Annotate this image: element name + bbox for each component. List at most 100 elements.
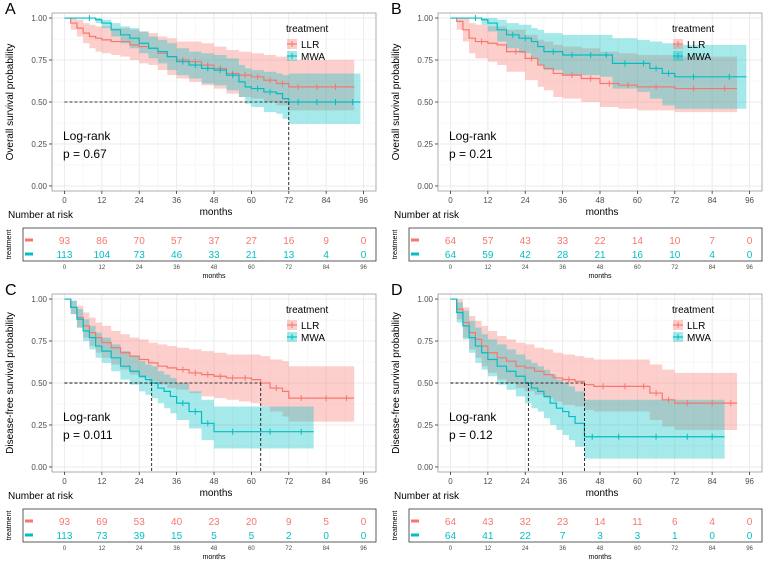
survival-curve-mwa xyxy=(64,298,314,433)
risk-table-title: Number at risk xyxy=(394,210,460,221)
survival-curve-llr xyxy=(450,17,738,90)
y-tick-label: 1.00 xyxy=(31,295,47,304)
x-tick-label: 0 xyxy=(448,196,453,205)
risk-table-box xyxy=(408,508,763,543)
risk-count: 21 xyxy=(594,250,606,261)
y-tick-label: 0.50 xyxy=(31,98,47,107)
risk-count: 0 xyxy=(747,250,753,261)
risk-table-title: Number at risk xyxy=(8,210,74,221)
risk-count: 11 xyxy=(632,517,643,528)
risk-count: 64 xyxy=(445,531,457,542)
risk-count: 15 xyxy=(171,531,183,542)
logrank-label: Log-rank xyxy=(449,129,497,143)
legend-label: LLR xyxy=(301,40,319,51)
risk-tick-label: 24 xyxy=(136,546,143,552)
risk-count: 0 xyxy=(361,517,367,528)
risk-count: 5 xyxy=(249,531,255,542)
p-value-label: p = 0.21 xyxy=(449,147,493,161)
y-axis-title: Disease-free survival probability xyxy=(5,312,16,454)
risk-tick-label: 0 xyxy=(449,546,453,552)
x-tick-label: 60 xyxy=(247,196,256,205)
risk-count: 22 xyxy=(594,236,606,247)
x-tick-label: 24 xyxy=(135,477,144,486)
risk-count: 46 xyxy=(171,250,183,261)
risk-tick-label: 72 xyxy=(671,546,678,552)
risk-tick-label: 96 xyxy=(746,265,753,271)
risk-count: 0 xyxy=(747,531,753,542)
risk-tick-label: 60 xyxy=(248,546,255,552)
legend-title: treatment xyxy=(286,305,328,316)
y-tick-label: 0.75 xyxy=(417,337,433,346)
risk-count: 28 xyxy=(557,250,569,261)
risk-tick-label: 96 xyxy=(360,546,367,552)
risk-count: 93 xyxy=(59,517,71,528)
y-tick-label: 0.25 xyxy=(417,140,433,149)
risk-tick-label: 48 xyxy=(597,546,604,552)
risk-tick-label: 0 xyxy=(63,265,67,271)
y-tick-label: 0.75 xyxy=(31,56,47,65)
risk-count: 43 xyxy=(520,236,532,247)
y-tick-label: 0.25 xyxy=(31,421,47,430)
risk-count: 64 xyxy=(445,517,457,528)
risk-count: 10 xyxy=(669,236,681,247)
y-tick-label: 1.00 xyxy=(31,14,47,23)
y-tick-label: 0.50 xyxy=(417,98,433,107)
risk-tick-label: 12 xyxy=(99,546,106,552)
risk-tick-label: 0 xyxy=(449,265,453,271)
risk-tick-label: 72 xyxy=(285,546,292,552)
y-tick-label: 0.00 xyxy=(417,463,433,472)
x-tick-label: 48 xyxy=(596,196,605,205)
risk-table: Number at risk treatment 64 57 43 33 22 14 10 7 0 6… xyxy=(392,210,763,280)
risk-count: 37 xyxy=(208,236,220,247)
risk-table-box xyxy=(408,227,763,262)
risk-count: 3 xyxy=(597,531,603,542)
p-value-label: p = 0.67 xyxy=(63,147,107,161)
risk-tick-label: 36 xyxy=(559,265,566,271)
p-value-label: p = 0.12 xyxy=(449,428,493,442)
risk-count: 10 xyxy=(669,250,681,261)
risk-count: 2 xyxy=(286,531,292,542)
risk-tick-label: 60 xyxy=(634,546,641,552)
x-axis-title: months xyxy=(200,207,233,218)
risk-tick-label: 48 xyxy=(211,265,218,271)
risk-tick-label: 84 xyxy=(709,546,716,552)
risk-tick-label: 0 xyxy=(63,546,67,552)
legend-label: LLR xyxy=(301,321,319,332)
risk-count: 73 xyxy=(96,531,108,542)
risk-count: 13 xyxy=(283,250,295,261)
risk-table-ylabel: treatment xyxy=(392,511,399,541)
y-tick-label: 0.25 xyxy=(31,140,47,149)
risk-tick-label: 96 xyxy=(746,546,753,552)
ci-band-llr xyxy=(64,299,355,422)
ci-band-mwa xyxy=(450,18,747,109)
risk-count: 0 xyxy=(361,250,367,261)
y-tick-label: 0.75 xyxy=(417,56,433,65)
ci-band-llr xyxy=(450,299,738,431)
p-value-label: p = 0.011 xyxy=(63,428,113,442)
risk-tick-label: 12 xyxy=(485,265,492,271)
y-tick-label: 0.75 xyxy=(31,337,47,346)
logrank-label: Log-rank xyxy=(63,410,111,424)
risk-count: 43 xyxy=(482,517,494,528)
y-axis-title: Disease-free survival probability xyxy=(391,312,402,454)
risk-table-xlabel: months xyxy=(203,273,226,280)
legend-title: treatment xyxy=(672,24,714,35)
y-tick-label: 0.00 xyxy=(31,182,47,191)
risk-table-xlabel: months xyxy=(203,554,226,561)
risk-count: 64 xyxy=(445,250,457,261)
risk-tick-label: 12 xyxy=(485,546,492,552)
x-tick-label: 84 xyxy=(322,477,331,486)
risk-table-title: Number at risk xyxy=(8,491,74,502)
x-tick-label: 36 xyxy=(558,196,567,205)
panel-label: B xyxy=(391,1,402,18)
risk-count: 23 xyxy=(208,517,220,528)
legend-label: MWA xyxy=(687,52,711,63)
risk-count: 70 xyxy=(134,236,146,247)
risk-count: 0 xyxy=(709,531,715,542)
grid-lines xyxy=(438,13,762,191)
risk-count: 73 xyxy=(134,250,146,261)
legend-title: treatment xyxy=(672,305,714,316)
